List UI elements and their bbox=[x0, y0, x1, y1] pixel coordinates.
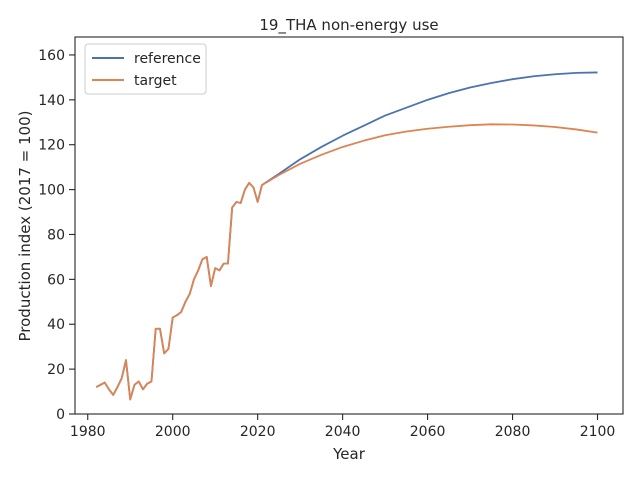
y-tick-label: 20 bbox=[47, 362, 65, 378]
x-tick-label: 2100 bbox=[580, 424, 616, 440]
y-tick-label: 120 bbox=[38, 138, 65, 154]
x-tick-label: 2060 bbox=[410, 424, 446, 440]
y-tick-label: 160 bbox=[38, 48, 65, 64]
legend-label-reference: reference bbox=[134, 51, 201, 67]
legend-box bbox=[84, 43, 207, 95]
x-tick-label: 2040 bbox=[325, 424, 361, 440]
legend: reference target bbox=[84, 43, 207, 95]
y-tick-label: 80 bbox=[47, 227, 65, 243]
x-tick-label: 1980 bbox=[70, 424, 106, 440]
y-axis: 0 20 40 60 80 100 120 140 160 bbox=[38, 48, 75, 423]
y-tick-label: 0 bbox=[56, 407, 65, 423]
plot-area bbox=[95, 71, 598, 401]
x-tick-label: 2020 bbox=[240, 424, 276, 440]
y-axis-label: Production index (2017 = 100) bbox=[16, 111, 34, 342]
y-tick-label: 40 bbox=[47, 317, 65, 333]
y-tick-label: 60 bbox=[47, 272, 65, 288]
x-tick-label: 2080 bbox=[495, 424, 531, 440]
y-tick-label: 140 bbox=[38, 93, 65, 109]
series-line-target bbox=[95, 123, 598, 401]
x-axis: 1980 2000 2020 2040 2060 2080 2100 bbox=[70, 414, 615, 440]
y-tick-label: 100 bbox=[38, 183, 65, 199]
plot-frame bbox=[74, 36, 624, 415]
legend-label-target: target bbox=[134, 73, 177, 89]
chart-title: 19_THA non-energy use bbox=[259, 16, 438, 35]
x-axis-label: Year bbox=[332, 445, 366, 463]
x-tick-label: 2000 bbox=[155, 424, 191, 440]
